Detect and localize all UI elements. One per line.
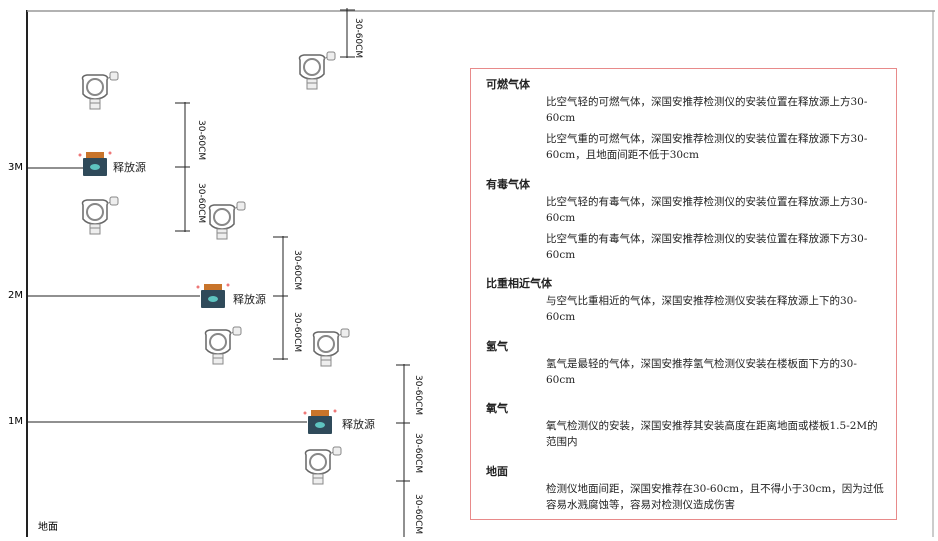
section-hydrogen: 氢气 氢气是最轻的气体，深国安推荐氢气检测仪安装在楼板面下方的30-60cm	[486, 339, 886, 388]
dimension-label: 30-60CM	[353, 18, 363, 59]
dimension-label: 30-60CM	[413, 375, 423, 416]
dimension-label: 30-60CM	[413, 433, 423, 474]
section-text: 氧气检测仪的安装，深国安推荐其安装高度在距离地面或楼板1.5-2M的范围内	[546, 420, 878, 449]
section-text: 与空气比重相近的气体，深国安推荐检测仪安装在释放源上下的30-60cm	[546, 295, 857, 324]
source-label: 释放源	[342, 418, 375, 431]
release-source-icon	[303, 409, 337, 434]
gas-detector-icon	[304, 446, 342, 485]
ground-label: 地面	[38, 522, 58, 533]
section-text: 比空气重的可燃气体，深国安推荐检测仪的安装位置在释放源下方30-60cm，且地面…	[546, 133, 868, 161]
section-combustible-gas: 可燃气体 比空气轻的可燃气体，深国安推荐检测仪的安装位置在释放源上方30-60c…	[486, 77, 886, 163]
gas-detector-icon	[312, 328, 350, 367]
section-title: 氢气	[486, 339, 508, 353]
section-oxygen: 氧气 氧气检测仪的安装，深国安推荐其安装高度在距离地面或楼板1.5-2M的范围内	[486, 401, 886, 450]
sources	[78, 151, 337, 434]
gas-detector-icon	[81, 71, 119, 110]
section-text: 检测仪地面间距，深国安推荐在30-60cm，且不得小于30cm，因为过低容易水溅…	[546, 482, 884, 511]
level-1m: 1M	[8, 416, 23, 427]
section-title: 地面	[486, 464, 508, 478]
section-toxic-gas: 有毒气体 比空气轻的有毒气体，深国安推荐检测仪的安装位置在释放源上方30-60c…	[486, 177, 886, 263]
section-similar-density-gas: 比重相近气体 与空气比重相近的气体，深国安推荐检测仪安装在释放源上下的30-60…	[486, 276, 886, 325]
level-3m: 3M	[8, 162, 23, 173]
section-title: 可燃气体	[486, 78, 530, 91]
installation-guidelines-panel: 可燃气体 比空气轻的可燃气体，深国安推荐检测仪的安装位置在释放源上方30-60c…	[470, 68, 897, 520]
gas-detector-icon	[204, 326, 242, 365]
dimension-label: 30-60CM	[413, 494, 423, 535]
dimension-label: 30-60CM	[292, 312, 302, 353]
release-source-icon	[78, 151, 112, 176]
dimension-label: 30-60CM	[196, 120, 206, 161]
gas-detector-icon	[81, 196, 119, 235]
section-text: 比空气轻的可燃气体，深国安推荐检测仪的安装位置在释放源上方30-60cm	[546, 96, 868, 124]
source-label: 释放源	[233, 293, 266, 306]
level-2m: 2M	[8, 290, 23, 301]
release-source-icon	[196, 283, 230, 308]
dimension-label: 30-60CM	[292, 250, 302, 291]
gas-detector-icon	[298, 51, 336, 90]
section-title: 有毒气体	[486, 177, 530, 191]
section-title: 氧气	[486, 402, 508, 416]
dimension-label: 30-60CM	[196, 183, 206, 224]
gas-detector-icon	[208, 201, 246, 240]
section-title: 比重相近气体	[486, 277, 552, 291]
source-label: 释放源	[113, 161, 146, 174]
section-text: 比空气重的有毒气体，深国安推荐检测仪的安装位置在释放源下方30-60cm	[546, 232, 868, 261]
section-text: 比空气轻的有毒气体，深国安推荐检测仪的安装位置在释放源上方30-60cm	[546, 195, 868, 224]
section-ground: 地面 检测仪地面间距，深国安推荐在30-60cm，且不得小于30cm，因为过低容…	[486, 464, 886, 513]
section-text: 氢气是最轻的气体，深国安推荐氢气检测仪安装在楼板面下方的30-60cm	[546, 357, 857, 386]
